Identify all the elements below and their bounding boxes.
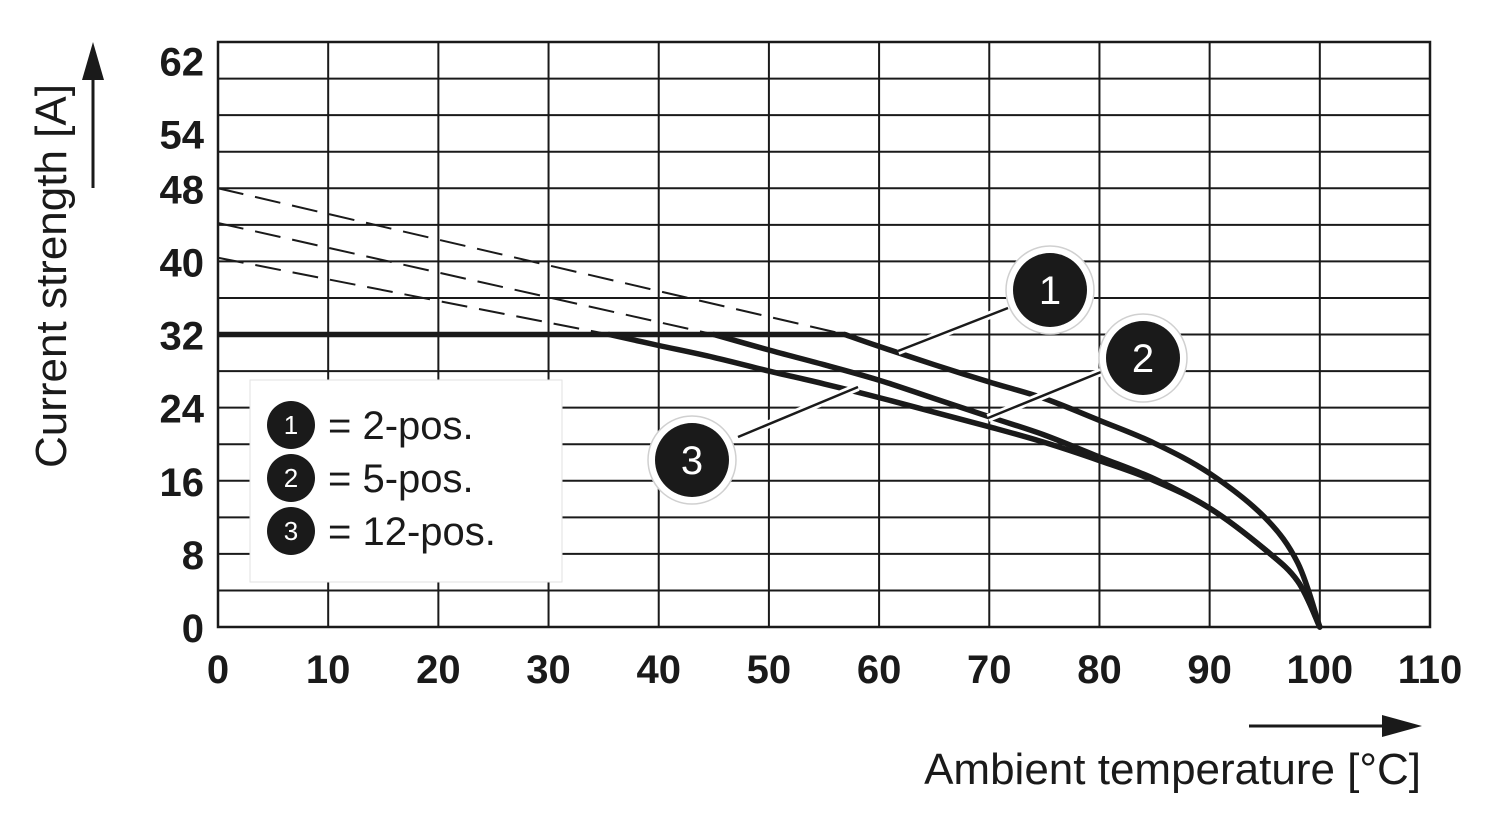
x-tick-label: 70 [967, 648, 1012, 692]
legend-badge-3 [267, 507, 315, 555]
series-1-dashed-extension [217, 187, 846, 336]
x-axis-arrow-head [1382, 715, 1422, 737]
y-axis-title-group: Current strength [A] [27, 42, 104, 468]
series-1-curve [842, 331, 1323, 630]
x-tick-label: 110 [1398, 648, 1463, 692]
y-axis-title: Current strength [A] [27, 84, 76, 468]
callout-3-badge [655, 423, 729, 497]
callout-2-badge [1106, 321, 1180, 395]
x-axis-title: Ambient temperature [°C] [924, 745, 1421, 794]
legend-box: 1 = 2-pos. 2 = 5-pos. 3 = 12-pos. [249, 379, 563, 583]
y-tick-label: 24 [160, 388, 205, 432]
legend-entries: 1 = 2-pos. 2 = 5-pos. 3 = 12-pos. [267, 401, 496, 555]
x-tick-label: 40 [636, 648, 681, 692]
series-2-dashed-extension [217, 222, 715, 336]
callout-3-leader [737, 385, 859, 439]
y-tick-label: 48 [160, 168, 205, 212]
legend-label-1: = 2-pos. [328, 404, 474, 448]
legend-label-3: = 12-pos. [328, 510, 496, 554]
y-tick-label: 62 [160, 40, 205, 84]
legend-label-2: = 5-pos. [328, 457, 474, 501]
legend-badge-number: 1 [284, 410, 298, 440]
y-tick-label: 40 [160, 241, 205, 285]
legend-badge-1 [267, 401, 315, 449]
x-tick-label: 60 [857, 648, 902, 692]
y-tick-label: 54 [160, 113, 205, 157]
callout-3-number: 3 [681, 439, 703, 483]
y-tick-label: 8 [182, 534, 204, 578]
x-tick-label: 50 [747, 648, 792, 692]
series-3-dashed-extension [217, 256, 610, 336]
x-tick-label: 30 [526, 648, 571, 692]
y-tick-label: 16 [160, 461, 205, 505]
x-axis-title-group: Ambient temperature [°C] [924, 715, 1422, 794]
dashed-extensions [217, 187, 846, 336]
derating-curves [218, 331, 1323, 630]
y-axis-arrow-head [82, 42, 104, 80]
legend-badge-2 [267, 454, 315, 502]
x-tick-label: 100 [1286, 648, 1353, 692]
y-tick-label: 0 [182, 607, 204, 651]
callout-1-badge [1013, 253, 1087, 327]
x-tick-label: 90 [1187, 648, 1232, 692]
tick-labels: 0 10 20 30 40 50 60 70 80 90 100 110081624324048546… [160, 40, 1463, 692]
x-tick-label: 80 [1077, 648, 1122, 692]
series-3-curve [606, 331, 1323, 630]
x-tick-label: 10 [306, 648, 351, 692]
x-tick-label: 20 [416, 648, 461, 692]
y-tick-label: 32 [160, 315, 205, 359]
plot-frame [216, 40, 1432, 629]
x-tick-label: 0 [207, 648, 229, 692]
callout-1-number: 1 [1039, 269, 1061, 313]
callout-2-leader [987, 370, 1102, 420]
callout-1-leader [897, 306, 1009, 353]
legend-badge-number: 2 [284, 463, 298, 493]
callout-2-number: 2 [1132, 337, 1154, 381]
legend-badge-number: 3 [284, 516, 298, 546]
curve-callouts: 1 2 3 [647, 245, 1188, 505]
